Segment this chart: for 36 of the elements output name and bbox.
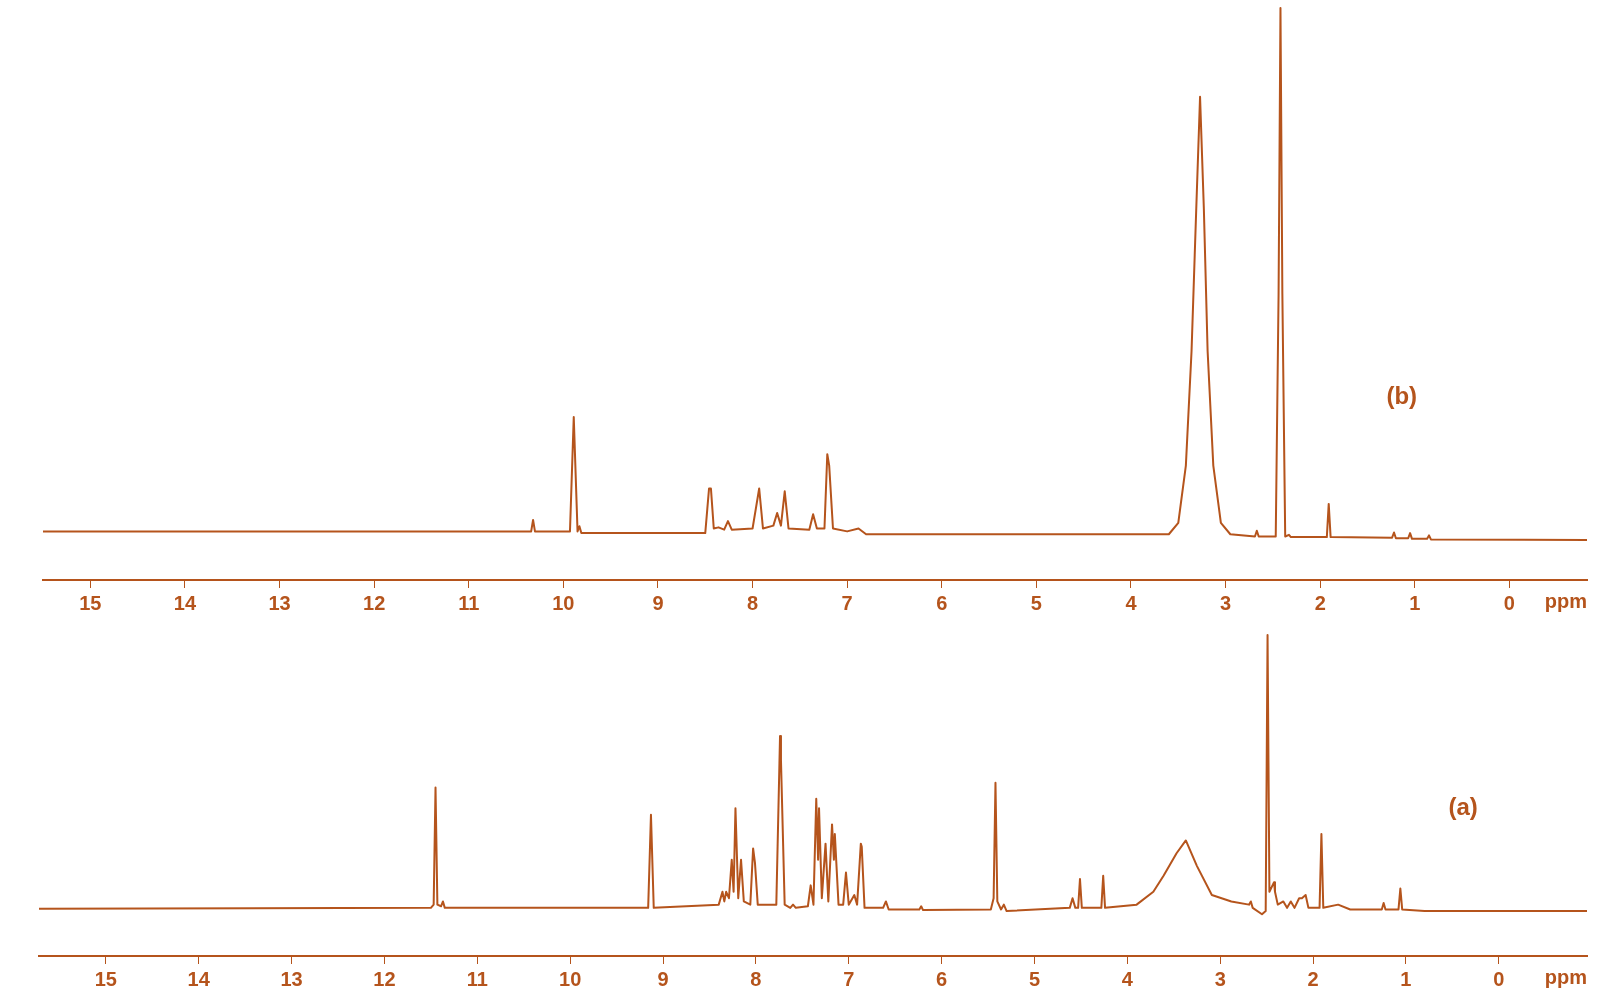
x-tick-label: 13 bbox=[268, 591, 291, 614]
x-tick-label: 4 bbox=[1121, 967, 1134, 990]
x-tick-label: 8 bbox=[750, 967, 762, 990]
x-tick-label: 7 bbox=[843, 967, 855, 990]
x-tick-label: 12 bbox=[363, 591, 386, 614]
x-tick-label: 15 bbox=[94, 967, 117, 990]
x-tick-label: 11 bbox=[466, 967, 488, 990]
x-axis-title: ppm bbox=[1544, 965, 1587, 988]
x-tick-label: 3 bbox=[1220, 591, 1232, 614]
x-tick-label: 2 bbox=[1314, 591, 1326, 614]
x-tick-label: 3 bbox=[1214, 967, 1226, 990]
x-tick-label: 0 bbox=[1493, 967, 1505, 990]
x-tick-label: 10 bbox=[552, 591, 575, 614]
x-tick-label: 13 bbox=[280, 967, 303, 990]
x-tick-label: 8 bbox=[747, 591, 759, 614]
x-tick-label: 12 bbox=[373, 967, 396, 990]
annotation: (a) bbox=[1448, 792, 1478, 820]
x-tick-label: 14 bbox=[173, 591, 197, 614]
x-tick-label: 0 bbox=[1503, 591, 1515, 614]
x-tick-label: 10 bbox=[559, 967, 582, 990]
x-axis-title: ppm bbox=[1544, 589, 1587, 612]
x-tick-label: 2 bbox=[1307, 967, 1319, 990]
annotation: (b) bbox=[1386, 381, 1418, 409]
x-tick-label: 9 bbox=[652, 591, 664, 614]
x-tick-label: 5 bbox=[1028, 967, 1041, 990]
x-tick-label: 14 bbox=[187, 967, 211, 990]
x-tick-label: 1 bbox=[1400, 967, 1412, 990]
x-tick-label: 11 bbox=[458, 591, 480, 614]
x-tick-label: 1 bbox=[1409, 591, 1421, 614]
x-tick-label: 5 bbox=[1030, 591, 1042, 614]
x-tick-label: 6 bbox=[936, 591, 948, 614]
x-tick-label: 6 bbox=[936, 967, 948, 990]
x-tick-label: 4 bbox=[1125, 591, 1138, 614]
x-tick-label: 15 bbox=[79, 591, 102, 614]
x-tick-label: 7 bbox=[841, 591, 853, 614]
x-tick-label: 9 bbox=[657, 967, 669, 990]
